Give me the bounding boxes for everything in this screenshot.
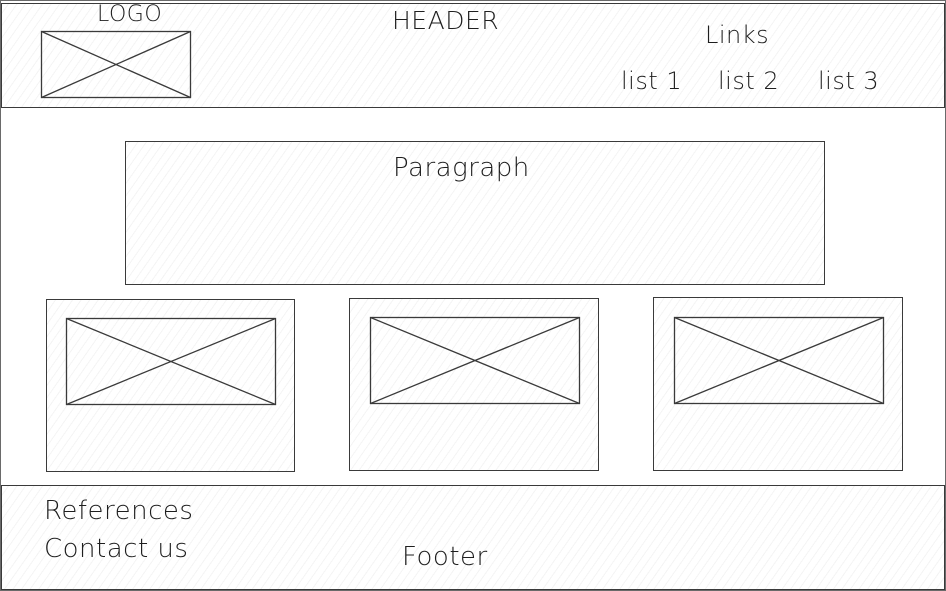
- card-2-image-placeholder-icon: [369, 316, 581, 405]
- logo-label: LOGO: [97, 2, 163, 27]
- paragraph-label: Paragraph: [393, 153, 530, 183]
- footer-section: [1, 485, 945, 590]
- nav-link-list-2[interactable]: list 2: [718, 67, 780, 95]
- header-title: HEADER: [392, 6, 500, 35]
- card-1-image-placeholder-icon: [65, 317, 277, 406]
- logo-image-placeholder-icon: [40, 30, 192, 99]
- paragraph-section: [125, 141, 825, 285]
- footer-contact-link[interactable]: Contact us: [44, 534, 189, 564]
- links-label: Links: [705, 21, 770, 49]
- nav-link-list-1[interactable]: list 1: [621, 67, 683, 95]
- footer-references-link[interactable]: References: [44, 496, 194, 526]
- footer-title: Footer: [402, 542, 488, 572]
- header-section: [1, 3, 945, 108]
- card-3-image-placeholder-icon: [673, 316, 885, 405]
- nav-link-list-3[interactable]: list 3: [818, 67, 880, 95]
